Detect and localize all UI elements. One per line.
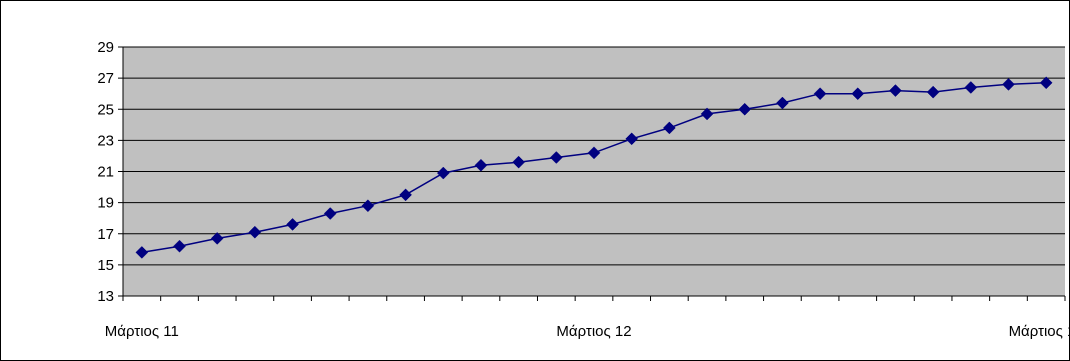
y-tick-label: 17 <box>97 226 114 243</box>
data-point <box>776 96 789 110</box>
x-tick-label: Μάρτιος 12 <box>556 323 631 340</box>
data-point <box>286 218 299 231</box>
y-tick-label: 29 <box>97 39 114 56</box>
data-point <box>700 107 714 121</box>
data-point <box>964 81 978 94</box>
data-point <box>851 87 865 101</box>
data-point <box>512 155 525 169</box>
data-point <box>926 85 940 99</box>
series <box>135 76 1053 259</box>
data-point <box>323 207 337 220</box>
x-tick-label: Μάρτιος 11 <box>105 323 179 340</box>
data-point <box>889 84 902 97</box>
y-tick-label: 15 <box>97 257 114 274</box>
data-point <box>813 87 827 101</box>
data-point <box>738 102 752 116</box>
y-tick-label: 27 <box>97 70 114 87</box>
y-tick-label: 13 <box>97 288 114 305</box>
data-point <box>436 166 450 180</box>
data-point <box>663 121 676 135</box>
data-point <box>587 146 601 160</box>
data-point <box>135 246 149 259</box>
data-point <box>210 232 224 245</box>
data-point <box>399 188 412 202</box>
data-point <box>248 225 262 239</box>
y-tick-label: 23 <box>97 132 114 149</box>
data-point <box>1002 77 1015 91</box>
gridlines <box>123 46 1065 266</box>
data-point <box>173 239 186 253</box>
x-axis-ticks: Μάρτιος 11 Μάρτιος 12 Μάρτιος 13 <box>105 296 1070 340</box>
data-point <box>549 151 563 164</box>
data-point <box>1039 76 1053 90</box>
y-tick-label: 21 <box>97 164 114 181</box>
y-tick-label: 19 <box>97 195 114 212</box>
x-tick-label: Μάρτιος 13 <box>1009 323 1070 340</box>
y-axis-ticks: 13 15 17 19 21 23 25 27 29 <box>97 39 123 305</box>
data-point <box>625 132 639 146</box>
y-tick-label: 25 <box>97 101 114 118</box>
data-point <box>361 199 375 213</box>
data-point <box>474 158 488 172</box>
